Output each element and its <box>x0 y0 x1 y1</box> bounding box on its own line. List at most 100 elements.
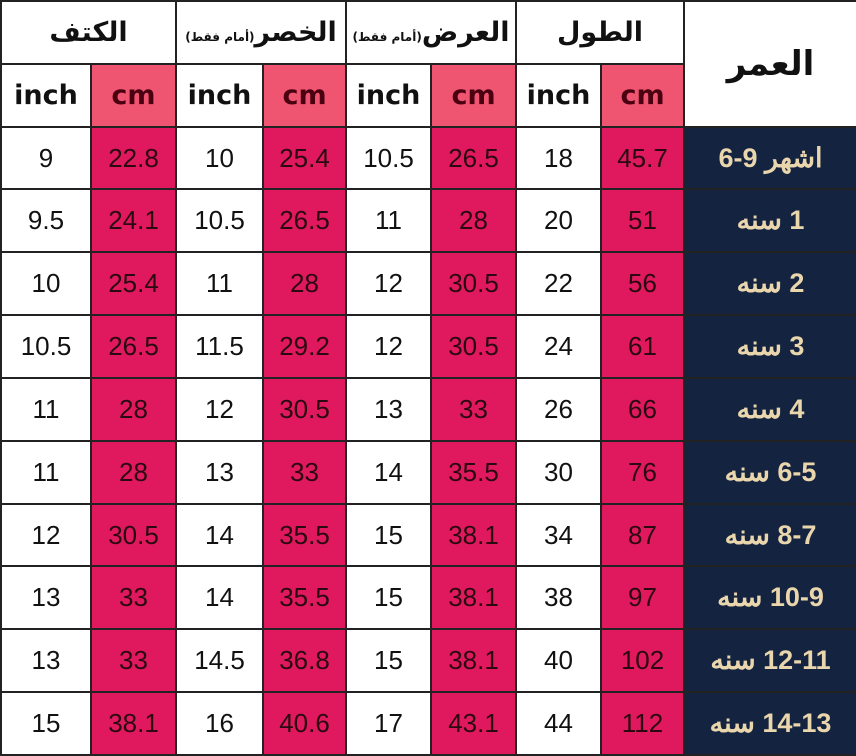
cell-length-cm: 56 <box>600 251 686 317</box>
cell-length-in: 40 <box>515 628 603 694</box>
cell-width-in: 12 <box>345 251 433 317</box>
cell-shoulder-cm: 26.5 <box>90 314 177 379</box>
cell-shoulder-in: 12 <box>0 502 92 568</box>
table-row: 9.5 24.1 10.5 26.5 11 28 20 51 1 سنه <box>0 188 856 254</box>
cell-length-in: 22 <box>515 251 603 317</box>
cell-length-in: 26 <box>515 376 603 442</box>
table-row: 11 28 12 30.5 13 33 26 66 4 سنه <box>0 376 856 442</box>
cell-waist-cm: 25.4 <box>261 125 348 191</box>
header-width-note: (أمام فقط) <box>352 29 422 44</box>
cell-length-cm: 61 <box>600 314 686 379</box>
cell-width-in: 14 <box>345 439 433 505</box>
cell-waist-in: 11 <box>175 251 264 317</box>
cell-length-in: 44 <box>515 691 603 756</box>
cell-shoulder-in: 10.5 <box>0 314 92 379</box>
cell-shoulder-cm: 25.4 <box>90 251 177 317</box>
cell-width-in: 15 <box>345 565 433 631</box>
cell-width-cm: 43.1 <box>430 691 518 756</box>
cell-width-cm: 38.1 <box>430 628 518 694</box>
header-length: الطول <box>515 0 686 65</box>
header-waist: الخصر(أمام فقط) <box>174 0 348 65</box>
header-shoulder-label: الكتف <box>49 16 128 48</box>
table-row: 10.5 26.5 11.5 29.2 12 30.5 24 61 3 سنه <box>0 314 856 379</box>
cell-waist-in: 16 <box>175 691 264 756</box>
cell-length-in: 18 <box>515 125 603 191</box>
cell-width-cm: 38.1 <box>430 565 518 631</box>
unit-inch: inch <box>345 62 433 128</box>
cell-age: 6-9 اشهر <box>683 125 856 191</box>
cell-waist-cm: 35.5 <box>261 502 348 568</box>
cell-width-in: 15 <box>345 502 433 568</box>
cell-age: 10-9 سنه <box>683 565 856 631</box>
cell-length-in: 20 <box>515 188 603 254</box>
table-row: 15 38.1 16 40.6 17 43.1 44 112 14-13 سنه <box>0 691 856 756</box>
cell-width-in: 13 <box>345 376 433 442</box>
cell-shoulder-cm: 38.1 <box>90 691 177 756</box>
unit-inch: inch <box>515 62 603 128</box>
cell-length-cm: 102 <box>600 628 686 694</box>
table-row: 10 25.4 11 28 12 30.5 22 56 2 سنه <box>0 251 856 317</box>
cell-waist-cm: 28 <box>261 251 348 317</box>
cell-age: 3 سنه <box>683 314 856 379</box>
cell-width-cm: 35.5 <box>430 439 518 505</box>
table-row: 11 28 13 33 14 35.5 30 76 6-5 سنه <box>0 439 856 505</box>
cell-width-in: 12 <box>345 314 433 379</box>
header-width-label: العرض <box>421 16 510 48</box>
cell-shoulder-in: 11 <box>0 439 92 505</box>
cell-width-cm: 30.5 <box>430 251 518 317</box>
unit-cm: cm <box>261 62 348 128</box>
unit-inch: inch <box>0 62 92 128</box>
cell-length-cm: 112 <box>600 691 686 756</box>
header-age: العمر <box>683 0 856 128</box>
cell-length-cm: 87 <box>600 502 686 568</box>
table-row: 13 33 14.5 36.8 15 38.1 40 102 12-11 سنه <box>0 628 856 694</box>
cell-age: 1 سنه <box>683 188 856 254</box>
cell-width-cm: 26.5 <box>430 125 518 191</box>
cell-shoulder-in: 13 <box>0 628 92 694</box>
cell-length-cm: 66 <box>600 376 686 442</box>
cell-shoulder-in: 15 <box>0 691 92 756</box>
cell-waist-in: 14 <box>175 565 264 631</box>
cell-width-cm: 38.1 <box>430 502 518 568</box>
cell-shoulder-in: 9 <box>0 125 92 191</box>
cell-width-in: 11 <box>345 188 433 254</box>
cell-waist-cm: 33 <box>261 439 348 505</box>
table-row: 12 30.5 14 35.5 15 38.1 34 87 8-7 سنه <box>0 502 856 568</box>
cell-length-in: 30 <box>515 439 603 505</box>
cell-width-in: 17 <box>345 691 433 756</box>
cell-length-cm: 51 <box>600 188 686 254</box>
cell-waist-in: 11.5 <box>175 314 264 379</box>
cell-waist-in: 10.5 <box>175 188 264 254</box>
cell-age: 6-5 سنه <box>683 439 856 505</box>
cell-shoulder-in: 10 <box>0 251 92 317</box>
cell-width-cm: 30.5 <box>430 314 518 379</box>
cell-length-cm: 97 <box>600 565 686 631</box>
cell-age: 14-13 سنه <box>683 691 856 756</box>
cell-shoulder-in: 9.5 <box>0 188 92 254</box>
cell-waist-cm: 36.8 <box>261 628 348 694</box>
cell-shoulder-cm: 24.1 <box>90 188 177 254</box>
header-shoulder: الكتف <box>0 0 177 65</box>
cell-shoulder-cm: 30.5 <box>90 502 177 568</box>
cell-shoulder-cm: 22.8 <box>90 125 177 191</box>
cell-waist-in: 14 <box>175 502 264 568</box>
cell-width-in: 10.5 <box>345 125 433 191</box>
cell-age: 8-7 سنه <box>683 502 856 568</box>
cell-shoulder-cm: 33 <box>90 628 177 694</box>
cell-waist-in: 10 <box>175 125 264 191</box>
header-waist-note: (أمام فقط) <box>185 29 255 44</box>
cell-width-in: 15 <box>345 628 433 694</box>
table-row: 13 33 14 35.5 15 38.1 38 97 10-9 سنه <box>0 565 856 631</box>
cell-waist-in: 14.5 <box>175 628 264 694</box>
cell-waist-cm: 30.5 <box>261 376 348 442</box>
unit-cm: cm <box>430 62 518 128</box>
cell-waist-cm: 35.5 <box>261 565 348 631</box>
cell-age: 4 سنه <box>683 376 856 442</box>
cell-width-cm: 28 <box>430 188 518 254</box>
cell-length-cm: 76 <box>600 439 686 505</box>
cell-length-in: 24 <box>515 314 603 379</box>
cell-shoulder-cm: 33 <box>90 565 177 631</box>
cell-waist-cm: 40.6 <box>261 691 348 756</box>
cell-shoulder-cm: 28 <box>90 376 177 442</box>
